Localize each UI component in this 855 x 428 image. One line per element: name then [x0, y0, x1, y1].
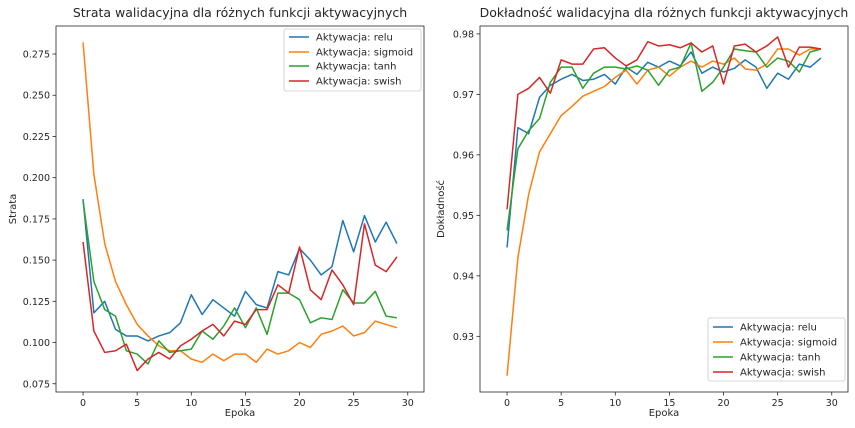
accuracy-chart: Dokładność walidacyjna dla różnych funkc…: [435, 5, 849, 419]
loss-line-sigmoid: [82, 42, 398, 364]
loss-legend: Aktywacja: relu Aktywacja: sigmoid Aktyw…: [283, 28, 422, 92]
accuracy-line-relu: [506, 51, 822, 248]
loss-legend-label-tanh: Aktywacja: tanh: [316, 62, 396, 73]
loss-plot-frame: [55, 25, 425, 393]
loss-y-tick-label: 0.075: [23, 379, 50, 390]
loss-series-lines: [82, 42, 398, 372]
accuracy-y-tick-label: 0.96: [453, 150, 474, 161]
loss-y-axis-label: Strata: [8, 194, 19, 225]
accuracy-legend-label-relu: Aktywacja: relu: [740, 323, 817, 334]
accuracy-legend-label-sigmoid: Aktywacja: sigmoid: [740, 338, 837, 349]
loss-line-tanh: [82, 200, 398, 365]
loss-chart-title: Strata walidacyjna dla różnych funkcji a…: [73, 5, 407, 20]
accuracy-y-tick-label: 0.98: [453, 29, 474, 40]
accuracy-y-tick-label: 0.97: [453, 90, 474, 101]
accuracy-series-lines: [506, 36, 822, 376]
loss-legend-label-relu: Aktywacja: relu: [316, 33, 393, 44]
loss-legend-label-sigmoid: Aktywacja: sigmoid: [316, 48, 413, 59]
loss-y-tick-label: 0.175: [23, 214, 50, 225]
loss-y-tick-label: 0.225: [23, 132, 50, 143]
accuracy-x-tick-label: 0: [504, 398, 510, 409]
accuracy-legend-box: [707, 317, 846, 382]
accuracy-line-swish: [506, 36, 822, 210]
loss-x-tick-label: 25: [348, 398, 360, 409]
loss-line-swish: [82, 223, 398, 372]
accuracy-x-tick-label: 20: [717, 398, 729, 409]
loss-x-tick-label: 10: [185, 398, 197, 409]
accuracy-x-tick-label: 25: [772, 398, 784, 409]
loss-y-tick-label: 0.250: [23, 91, 50, 102]
accuracy-y-tick-label: 0.95: [453, 211, 474, 222]
loss-legend-label-swish: Aktywacja: swish: [316, 77, 401, 88]
loss-y-tick-label: 0.125: [23, 297, 50, 308]
loss-y-tick-label: 0.150: [23, 256, 50, 267]
accuracy-y-tick-label: 0.93: [453, 332, 474, 343]
accuracy-x-tick-label: 5: [558, 398, 564, 409]
loss-x-tick-label: 20: [293, 398, 305, 409]
accuracy-plot-frame: [479, 25, 849, 393]
loss-y-tick-label: 0.275: [23, 50, 50, 61]
accuracy-y-tick-label: 0.94: [453, 271, 474, 282]
accuracy-legend-label-tanh: Aktywacja: tanh: [740, 353, 820, 364]
loss-x-tick-label: 15: [239, 398, 251, 409]
accuracy-chart-title: Dokładność walidacyjna dla różnych funkc…: [480, 5, 849, 20]
loss-chart: Strata walidacyjna dla różnych funkcji a…: [8, 5, 425, 419]
loss-x-tick-label: 0: [80, 398, 86, 409]
accuracy-line-tanh: [506, 42, 822, 231]
accuracy-line-sigmoid: [506, 48, 821, 376]
loss-y-tick-label: 0.200: [23, 173, 50, 184]
loss-x-axis-label: Epoka: [225, 408, 256, 419]
accuracy-x-tick-label: 15: [663, 398, 675, 409]
accuracy-legend-label-swish: Aktywacja: swish: [740, 368, 825, 379]
loss-x-tick-label: 5: [134, 398, 140, 409]
loss-line-relu: [82, 199, 398, 342]
accuracy-x-axis-label: Epoka: [649, 408, 680, 419]
accuracy-x-tick-label: 30: [826, 398, 838, 409]
accuracy-x-tick-label: 10: [609, 398, 621, 409]
loss-y-tick-label: 0.100: [23, 338, 50, 349]
accuracy-legend: Aktywacja: relu Aktywacja: sigmoid Aktyw…: [707, 317, 846, 382]
loss-x-tick-label: 30: [402, 398, 414, 409]
accuracy-y-axis-label: Dokładność: [435, 180, 447, 238]
loss-legend-box: [283, 28, 422, 92]
